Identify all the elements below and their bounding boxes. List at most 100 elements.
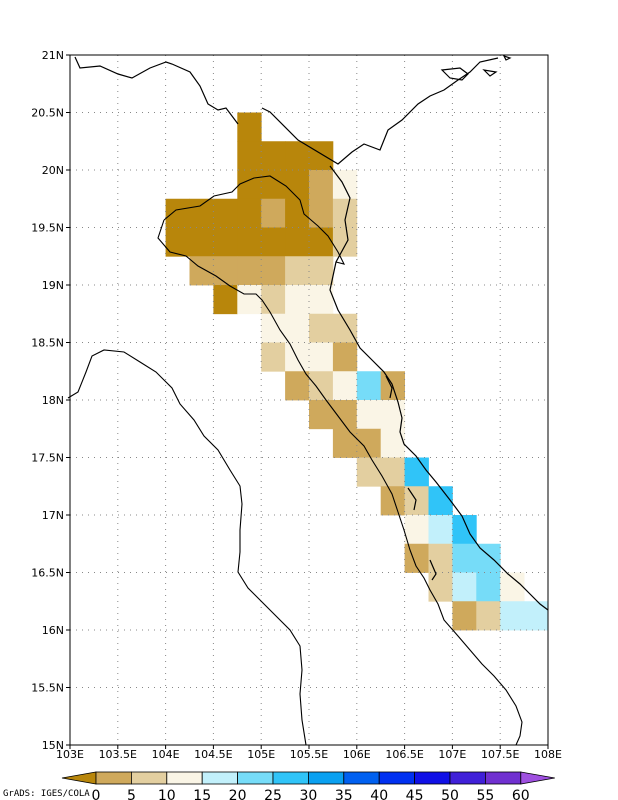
grid-cell — [404, 515, 429, 545]
coastline — [74, 54, 549, 611]
y-tick-label: 20.5N — [31, 107, 64, 120]
grid-cell — [380, 486, 405, 516]
grid-cell — [309, 227, 334, 257]
x-tick-label: 103.5E — [99, 748, 137, 761]
y-tick-label: 15.5N — [31, 682, 64, 695]
colorbar-label: 45 — [406, 788, 424, 800]
colorbar-label: 0 — [92, 788, 101, 800]
grid-cell — [285, 285, 310, 315]
grid-cell — [332, 227, 358, 257]
x-tick-label: 106.5E — [385, 748, 423, 761]
y-tick-label: 20N — [42, 164, 64, 177]
colorbar-box — [272, 771, 309, 785]
colorbar-box — [130, 771, 168, 785]
y-tick-label: 18N — [42, 394, 64, 407]
colorbar-label: 55 — [476, 788, 494, 800]
colorbar-box — [378, 771, 416, 785]
y-tick-label: 17.5N — [31, 452, 64, 465]
x-tick-label: 103E — [56, 748, 84, 761]
y-tick-label: 17N — [42, 509, 64, 522]
grid-cell — [332, 428, 358, 458]
y-tick-label: 16.5N — [31, 567, 64, 580]
y-tick-label: 19.5N — [31, 222, 64, 235]
grid-cell — [380, 428, 405, 458]
border-laos-thai — [67, 349, 307, 746]
grid-cell — [237, 141, 262, 171]
colorbar-box — [414, 771, 451, 785]
colorbar-box — [201, 771, 238, 785]
grid-cell — [332, 371, 358, 401]
grid-cell — [452, 515, 477, 545]
colorbar-box — [307, 771, 345, 785]
borders — [67, 175, 523, 746]
grid-cell — [356, 400, 382, 430]
colorbar-box — [343, 771, 380, 785]
colorbar-label: 5 — [127, 788, 136, 800]
grid-cell — [452, 572, 477, 602]
grid-cell — [428, 515, 453, 545]
y-tick-label: 15N — [42, 739, 64, 752]
grid-cell — [237, 198, 262, 228]
x-tick-label: 106E — [343, 748, 371, 761]
colorbar-label: 10 — [158, 788, 176, 800]
grid-cell — [285, 371, 310, 401]
grid-cell — [309, 313, 334, 343]
grid-cell — [213, 256, 238, 286]
colorbar-label: 20 — [229, 788, 247, 800]
colorbar: 0 5 10 15 20 25 30 35 40 45 50 55 60 — [61, 771, 555, 800]
grid-cell — [261, 285, 286, 315]
colorbar-arrow-low — [61, 771, 97, 785]
colorbar-label: 30 — [299, 788, 317, 800]
y-tick-label: 21N — [42, 49, 64, 62]
coastline-inner-2 — [407, 487, 417, 511]
colorbar-label: 25 — [264, 788, 282, 800]
grid-cell — [356, 428, 382, 458]
x-tick-label: 104E — [152, 748, 180, 761]
grid-cell — [452, 601, 477, 631]
colorbar-label: 40 — [370, 788, 388, 800]
x-tick-label: 107.5E — [481, 748, 519, 761]
grid-cell — [285, 170, 310, 200]
border-laos-vn — [157, 219, 523, 746]
grid-cell — [213, 198, 238, 228]
grid-cell — [237, 227, 262, 257]
grid-cell — [404, 457, 429, 487]
grid-cell — [476, 572, 501, 602]
grid-cell — [261, 256, 286, 286]
grid-cell — [356, 371, 382, 401]
colorbar-label: 60 — [512, 788, 530, 800]
grid-cell — [285, 256, 310, 286]
y-tick-label: 19N — [42, 279, 64, 292]
grid-cell — [189, 227, 214, 257]
colorbar-box — [166, 771, 203, 785]
coastline-north — [74, 56, 239, 125]
grid-cell — [237, 285, 262, 315]
grid-cell — [476, 601, 501, 631]
grid-cell — [285, 342, 310, 372]
grid-cell — [261, 227, 286, 257]
grid-cell — [428, 572, 453, 602]
coastline-gulf — [261, 57, 499, 165]
colorbar-arrow-high — [520, 771, 555, 785]
grid-cell — [213, 227, 238, 257]
grid-cell — [237, 170, 262, 200]
grid-cell — [356, 457, 382, 487]
grid-lines — [70, 55, 548, 745]
y-axis-ticks: 21N 20.5N 20N 19.5N 19N 18.5N 18N 17.5N 17N 16.5N… — [31, 49, 70, 752]
grid-cell — [309, 198, 334, 228]
island-1 — [440, 67, 469, 81]
grid-cell — [332, 342, 358, 372]
coastline-main — [329, 165, 549, 611]
grid-cell — [524, 601, 549, 631]
grid-cell — [165, 227, 190, 257]
x-axis-ticks: 103E 103.5E 104E 104.5E 105E 105.5E 106E 106.5E… — [56, 745, 562, 761]
x-tick-label: 105E — [247, 748, 275, 761]
grid-cell — [404, 543, 429, 573]
grid-cell — [285, 313, 310, 343]
grid-cell — [428, 486, 453, 516]
colorbar-box — [237, 771, 274, 785]
grid-cell — [285, 227, 310, 257]
colorbar-label: 35 — [335, 788, 353, 800]
grid-cell — [500, 601, 525, 631]
y-tick-label: 18.5N — [31, 337, 64, 350]
